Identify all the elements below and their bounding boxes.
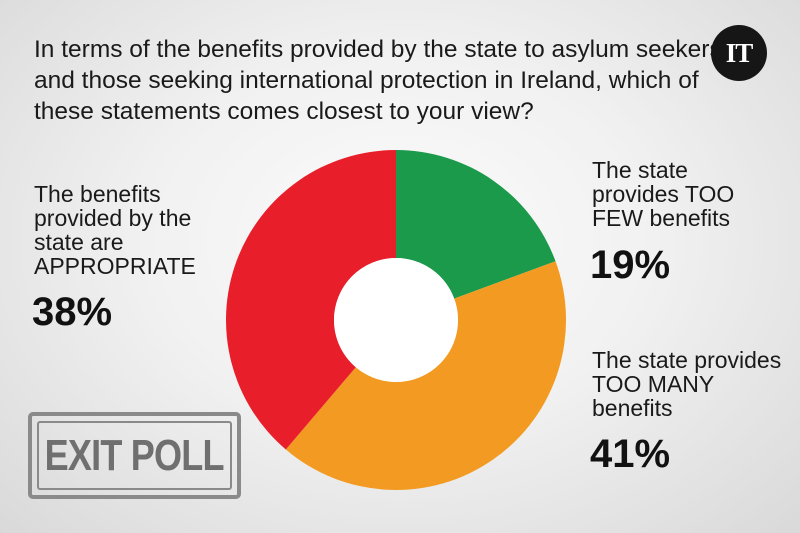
logo-text: IT (725, 37, 754, 68)
donut-hole (334, 258, 458, 382)
stamp-text: EXIT POLL (44, 430, 225, 480)
poll-question: In terms of the benefits provided by the… (34, 36, 722, 125)
slice-too-many (285, 261, 566, 490)
legend-label-appropriate: The benefits provided by the state are A… (34, 181, 196, 279)
irish-times-logo: IT (711, 25, 767, 81)
data-label-too-many: 41% (590, 432, 671, 476)
slice-too-few (396, 150, 556, 299)
exit-poll-stamp: EXIT POLL (28, 412, 241, 499)
donut-chart (226, 150, 566, 490)
slice-appropriate (226, 150, 396, 450)
data-label-appropriate: 38% (32, 290, 113, 334)
legend-label-too-many: The state provides TOO MANY benefits (592, 347, 782, 421)
legend-label-too-few: The state provides TOO FEW benefits (592, 157, 735, 231)
data-label-too-few: 19% (590, 243, 671, 287)
